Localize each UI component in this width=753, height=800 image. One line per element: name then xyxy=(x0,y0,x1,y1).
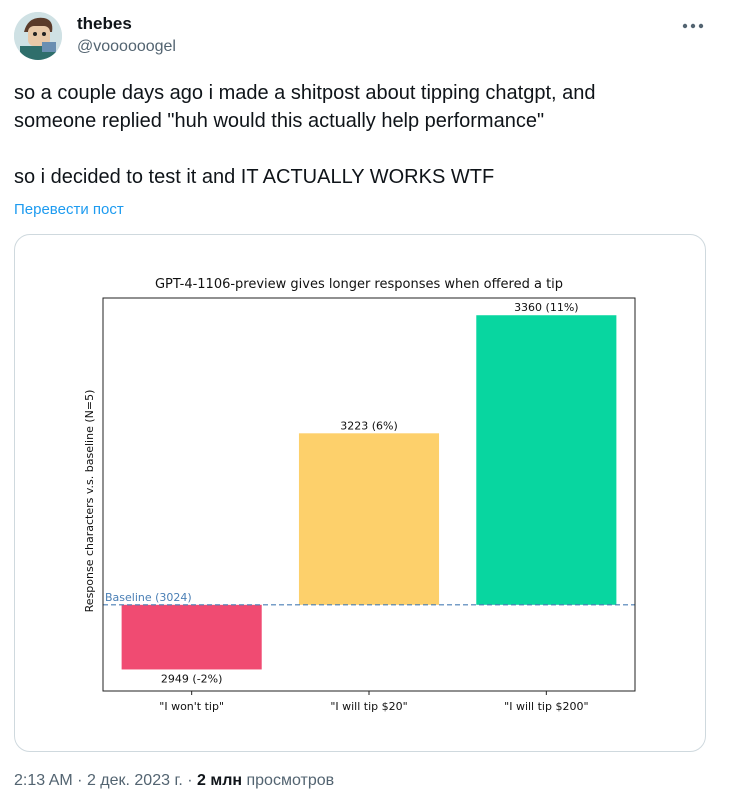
tweet-text: so a couple days ago i made a shitpost a… xyxy=(14,79,734,191)
meta-separator: · xyxy=(77,772,83,789)
chart-title: GPT-4-1106-preview gives longer response… xyxy=(155,277,563,292)
tweet-text-line: so a couple days ago i made a shitpost a… xyxy=(14,82,596,104)
media-image[interactable]: GPT-4-1106-preview gives longer response… xyxy=(14,234,706,752)
chart-bar-label: 2949 (-2%) xyxy=(161,672,223,685)
tweet-time[interactable]: 2:13 AM xyxy=(14,772,73,789)
chart-x-tick-label: "I will tip $200" xyxy=(504,700,588,713)
tweet-text-line: someone replied "huh would this actually… xyxy=(14,110,545,132)
chart-bar-label: 3223 (6%) xyxy=(340,419,398,432)
chart-bar-label: 3360 (11%) xyxy=(514,301,579,314)
author-handle[interactable]: @voooooogel xyxy=(77,38,176,55)
chart: GPT-4-1106-preview gives longer response… xyxy=(83,277,636,713)
chart-x-tick-label: "I won't tip" xyxy=(159,700,224,713)
tweet-date[interactable]: 2 дек. 2023 г. xyxy=(86,772,183,789)
tweet-meta: 2:13 AM · 2 дек. 2023 г. · 2 млн просмот… xyxy=(14,772,334,790)
avatar-image xyxy=(14,12,62,60)
chart-x-tick-label: "I will tip $20" xyxy=(330,700,407,713)
author-display-name[interactable]: thebes xyxy=(77,14,132,33)
tweet-text-line: so i decided to test it and IT ACTUALLY … xyxy=(14,166,495,188)
chart-bar xyxy=(298,433,440,605)
more-options-button[interactable] xyxy=(676,14,710,38)
more-dots-icon xyxy=(682,23,704,29)
views-count[interactable]: 2 млн xyxy=(197,772,243,789)
chart-baseline-label: Baseline (3024) xyxy=(105,591,192,604)
views-label: просмотров xyxy=(246,772,335,789)
chart-y-axis-label: Response characters v.s. baseline (N=5) xyxy=(83,390,96,613)
avatar[interactable] xyxy=(14,12,62,60)
chart-bar xyxy=(121,604,262,670)
meta-separator: · xyxy=(187,772,193,789)
chart-plot-frame xyxy=(102,297,636,692)
chart-bar xyxy=(476,315,617,605)
translate-post-link[interactable]: Перевести пост xyxy=(14,201,124,218)
